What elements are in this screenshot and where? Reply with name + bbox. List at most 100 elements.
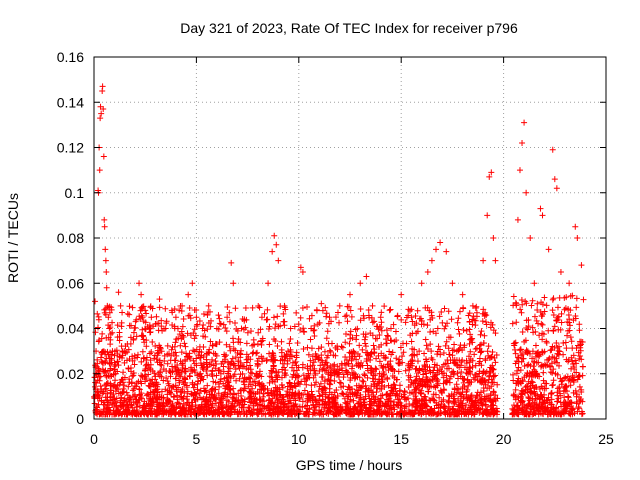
data-point bbox=[296, 381, 303, 388]
data-point bbox=[180, 381, 187, 388]
data-point bbox=[437, 351, 444, 358]
data-point bbox=[164, 342, 171, 349]
data-point bbox=[175, 335, 182, 342]
data-point bbox=[370, 368, 377, 375]
data-point bbox=[213, 372, 220, 379]
data-point bbox=[393, 337, 400, 344]
x-axis-ticks: 0 5 10 15 20 25 bbox=[90, 57, 614, 447]
data-point bbox=[281, 318, 288, 325]
data-point bbox=[516, 167, 523, 174]
data-point bbox=[454, 362, 461, 369]
data-point bbox=[346, 411, 353, 418]
data-point bbox=[417, 315, 424, 322]
data-point bbox=[244, 329, 251, 336]
data-point bbox=[138, 380, 145, 387]
data-point bbox=[266, 373, 273, 380]
data-point bbox=[566, 322, 573, 329]
data-point bbox=[578, 262, 585, 269]
data-point bbox=[349, 391, 356, 398]
data-point bbox=[181, 389, 188, 396]
data-point bbox=[96, 167, 103, 174]
data-point bbox=[221, 375, 228, 382]
data-point bbox=[268, 398, 275, 405]
data-point bbox=[528, 373, 535, 380]
data-point bbox=[136, 396, 143, 403]
data-point bbox=[371, 408, 378, 415]
data-point bbox=[464, 376, 471, 383]
data-point bbox=[493, 351, 500, 358]
data-point bbox=[190, 384, 197, 391]
data-point bbox=[203, 350, 210, 357]
data-point bbox=[257, 405, 264, 412]
data-point bbox=[463, 327, 470, 334]
data-point bbox=[247, 366, 254, 373]
data-point bbox=[179, 386, 186, 393]
data-point bbox=[576, 405, 583, 412]
data-point bbox=[208, 371, 215, 378]
data-point bbox=[473, 309, 480, 316]
data-point bbox=[418, 280, 425, 287]
data-point bbox=[184, 353, 191, 360]
data-point bbox=[169, 363, 176, 370]
data-point bbox=[179, 360, 186, 367]
data-point bbox=[492, 372, 499, 379]
data-point bbox=[220, 404, 227, 411]
data-point bbox=[571, 374, 577, 381]
data-point bbox=[287, 325, 294, 332]
data-point bbox=[476, 368, 483, 375]
data-point bbox=[279, 410, 286, 417]
data-point bbox=[430, 328, 437, 335]
data-point bbox=[139, 303, 146, 310]
data-point bbox=[299, 361, 306, 368]
data-point bbox=[222, 356, 229, 363]
data-point bbox=[369, 375, 376, 382]
data-point bbox=[288, 353, 295, 360]
data-point bbox=[434, 351, 441, 358]
data-point bbox=[347, 328, 354, 335]
data-point bbox=[194, 386, 201, 393]
data-point bbox=[423, 374, 430, 381]
data-point bbox=[476, 355, 483, 362]
data-point bbox=[541, 407, 548, 414]
data-point bbox=[96, 410, 103, 417]
data-point bbox=[201, 398, 208, 405]
data-point bbox=[458, 408, 465, 415]
data-point bbox=[194, 372, 201, 379]
data-point bbox=[286, 340, 293, 347]
data-point bbox=[213, 395, 220, 402]
data-point bbox=[360, 312, 367, 319]
data-point bbox=[216, 315, 223, 322]
data-point bbox=[186, 402, 193, 409]
data-point bbox=[374, 323, 381, 330]
data-point bbox=[440, 350, 447, 357]
data-point bbox=[481, 393, 488, 400]
data-point bbox=[579, 398, 586, 405]
data-point bbox=[201, 388, 208, 395]
data-point bbox=[492, 392, 499, 399]
data-point bbox=[325, 376, 332, 383]
data-point bbox=[223, 403, 230, 410]
data-point bbox=[527, 402, 534, 409]
data-point bbox=[108, 351, 115, 358]
data-point bbox=[375, 406, 382, 413]
data-point bbox=[525, 411, 532, 418]
data-point bbox=[458, 368, 465, 375]
data-point bbox=[489, 348, 496, 355]
data-point bbox=[375, 326, 382, 333]
data-point bbox=[206, 346, 213, 353]
data-point bbox=[117, 302, 124, 309]
data-point bbox=[386, 348, 393, 355]
data-point bbox=[104, 302, 111, 309]
data-point bbox=[565, 377, 572, 384]
data-point bbox=[538, 383, 545, 390]
data-point bbox=[533, 401, 540, 408]
data-point bbox=[549, 381, 556, 388]
data-point bbox=[565, 394, 572, 401]
data-point bbox=[543, 380, 550, 387]
data-point bbox=[311, 381, 318, 388]
data-point bbox=[319, 366, 326, 373]
data-point bbox=[138, 358, 145, 365]
data-point bbox=[164, 360, 171, 367]
data-point bbox=[453, 381, 460, 388]
